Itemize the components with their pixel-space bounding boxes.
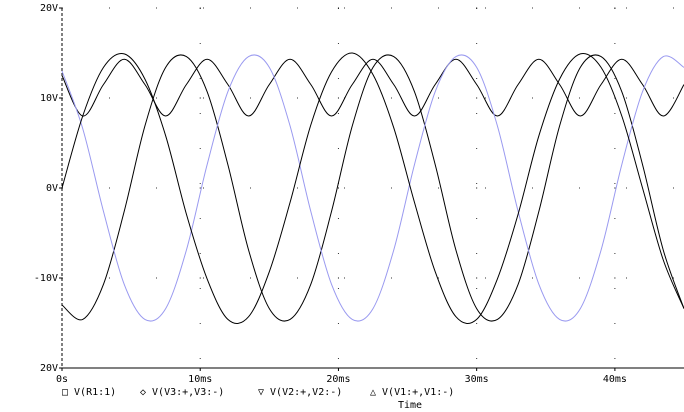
x-axis-label: Time xyxy=(398,400,422,411)
x-tick-label: 10ms xyxy=(188,374,212,385)
grid-dot xyxy=(476,97,478,99)
grid-dot xyxy=(614,187,616,189)
grid xyxy=(62,7,684,369)
series-line-v-v3-v3 xyxy=(61,54,684,322)
y-tick-label: 20V xyxy=(40,363,58,374)
y-tick-label: -10V xyxy=(34,273,58,284)
x-tick-label: 30ms xyxy=(465,374,489,385)
grid-dot xyxy=(199,187,201,189)
grid-dot xyxy=(199,277,201,279)
grid-dot xyxy=(337,97,339,99)
grid-dot xyxy=(476,187,478,189)
grid-dot xyxy=(337,187,339,189)
y-tick-label: 20V xyxy=(40,3,58,14)
grid-dot xyxy=(199,97,201,99)
x-tick-label: 40ms xyxy=(603,374,627,385)
x-tick-label: 0s xyxy=(56,374,68,385)
legend-entry: ◇ V(V3:+,V3:-) xyxy=(140,387,224,398)
series-line-v-r1-1 xyxy=(61,58,684,117)
legend: □ V(R1:1) ◇ V(V3:+,V3:-) ▽ V(V2:+,V2:-) △ V… xyxy=(62,387,454,398)
grid-dot xyxy=(614,277,616,279)
y-tick-label: 10V xyxy=(40,93,58,104)
legend-entry: △ V(V1:+,V1:-) xyxy=(370,387,454,398)
legend-entry: □ V(R1:1) xyxy=(62,387,116,398)
series-line-v-v1-v1 xyxy=(61,52,684,324)
legend-entry: ▽ V(V2:+,V2:-) xyxy=(258,387,342,398)
x-tick-label: 20ms xyxy=(326,374,350,385)
series-lines xyxy=(61,52,684,324)
series-line-v-v2-v2 xyxy=(61,54,684,322)
grid-dot xyxy=(337,277,339,279)
y-tick-label: 0V xyxy=(46,183,58,194)
axes xyxy=(61,8,684,369)
grid-dot xyxy=(476,277,478,279)
